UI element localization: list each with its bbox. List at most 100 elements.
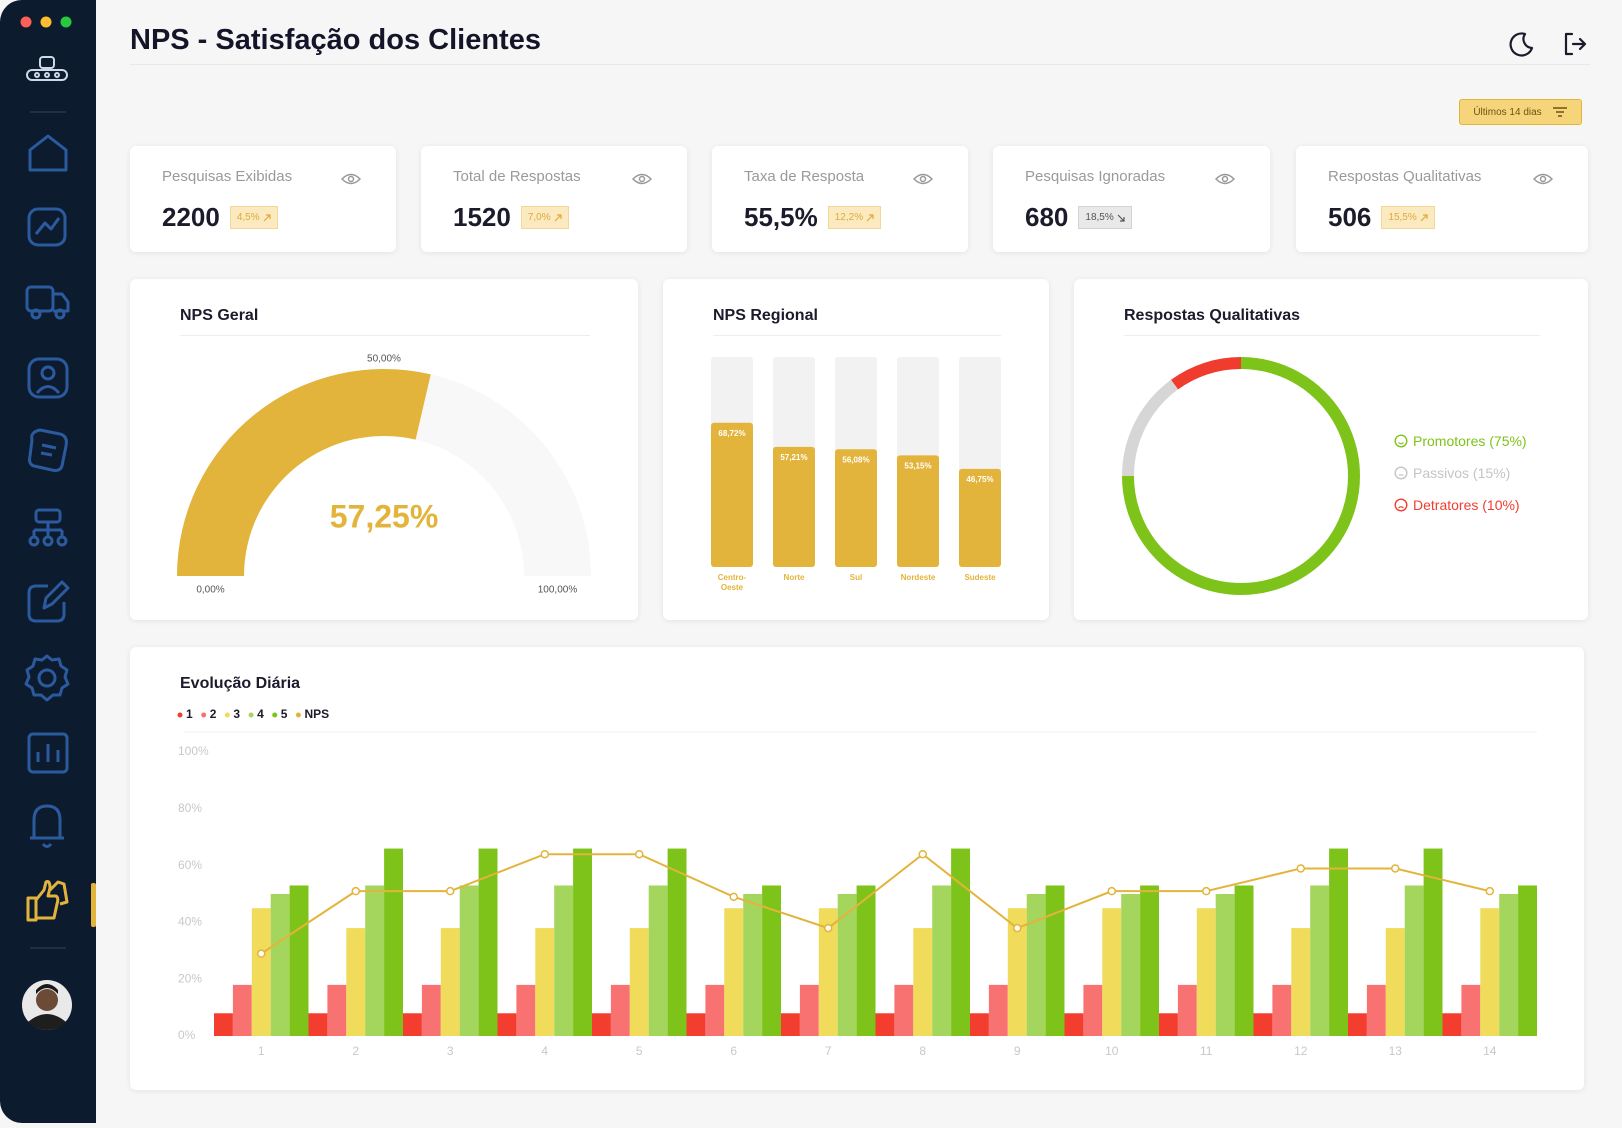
hierarchy-icon[interactable]	[28, 508, 68, 547]
bar	[1121, 894, 1141, 1036]
face	[1394, 498, 1408, 512]
legend-marker	[248, 712, 254, 718]
bar	[421, 984, 441, 1036]
title-divider	[713, 335, 1001, 336]
report-icon[interactable]	[27, 732, 69, 774]
view-icon[interactable]	[912, 172, 934, 186]
x-tick-label: Sul	[849, 573, 863, 582]
arrow	[263, 213, 271, 221]
bar	[478, 848, 498, 1036]
x-tick-label: Nordeste	[900, 573, 936, 582]
x-tick-label: Centro-Oeste	[717, 573, 747, 592]
kpi-change: 7,0%	[520, 206, 569, 229]
kpi-card: Pesquisas Ignoradas 680 18,5%	[993, 146, 1270, 252]
y-tick-label: 100%	[178, 744, 209, 758]
legend-icon	[1394, 434, 1408, 448]
view-icon[interactable]	[1214, 172, 1236, 186]
bar	[629, 928, 649, 1036]
window-maximize[interactable]	[60, 16, 72, 28]
x-tick-label: 6	[730, 1044, 737, 1058]
kpi-label: Pesquisas Exibidas	[162, 168, 293, 185]
eye-outline	[1214, 173, 1236, 185]
bar-card: NPS Regional 68,72% 57,21% 56,08% 53,15% 46,7…	[663, 279, 1049, 620]
bar	[232, 984, 252, 1036]
eye-outline	[912, 173, 934, 185]
logo	[26, 56, 68, 81]
delivery-icon[interactable]	[25, 285, 70, 320]
legend-item: Promotores (75%)	[1394, 433, 1527, 449]
bar	[1102, 908, 1122, 1036]
edit-icon[interactable]	[27, 580, 70, 623]
chart-title: NPS Geral	[180, 307, 259, 324]
legend-icon	[1394, 466, 1408, 480]
sidebar-icons	[20, 16, 96, 1030]
bar	[1499, 894, 1519, 1036]
eye-outline	[340, 173, 362, 185]
nps-icon[interactable]	[26, 880, 69, 922]
bar	[875, 1013, 895, 1036]
bar	[835, 449, 877, 567]
bar	[1404, 885, 1424, 1036]
bar	[346, 928, 366, 1036]
bar	[1461, 984, 1481, 1036]
kpi-label: Respostas Qualitativas	[1328, 168, 1482, 185]
nps-point	[1202, 886, 1211, 896]
bar	[497, 1013, 517, 1036]
bar	[403, 1013, 422, 1036]
x-tick-label: 3	[447, 1044, 454, 1058]
kpi-card: Respostas Qualitativas 506 15,5%	[1296, 146, 1588, 252]
window-minimize[interactable]	[40, 16, 52, 28]
bar	[308, 1013, 328, 1036]
donut-segment	[1122, 357, 1360, 595]
kpi-row: 1520 7,0%	[453, 202, 569, 233]
avatar[interactable]	[22, 980, 72, 1030]
legend-marker	[201, 712, 207, 718]
chat-icon[interactable]	[28, 428, 68, 472]
bar	[1442, 1013, 1462, 1036]
bar-chart: 68,72% 57,21% 56,08% 53,15% 46,75%	[711, 357, 1001, 567]
title-divider	[180, 335, 590, 336]
eye-pupil	[347, 175, 355, 183]
y-tick-label: 40%	[178, 915, 202, 929]
eye-pupil	[638, 175, 646, 183]
bar	[856, 885, 876, 1036]
kpi-value: 1520	[453, 202, 511, 232]
bar	[1159, 1013, 1178, 1036]
view-icon[interactable]	[631, 172, 653, 186]
legend-item: Passivos (15%)	[1394, 465, 1510, 481]
bar	[1291, 928, 1311, 1036]
logout-button[interactable]	[1561, 30, 1589, 58]
kpi-card: Total de Respostas 1520 7,0%	[421, 146, 687, 252]
theme-toggle[interactable]	[1508, 30, 1536, 58]
bar	[1366, 984, 1386, 1036]
kpi-value: 55,5%	[744, 202, 818, 232]
donut-segment	[1171, 357, 1242, 390]
mouth	[1398, 506, 1404, 509]
bar	[327, 984, 347, 1036]
user-icon[interactable]	[27, 357, 69, 399]
bar	[384, 848, 403, 1036]
date-filter[interactable]: Últimos 14 dias	[1459, 99, 1582, 125]
bar	[1253, 1013, 1273, 1036]
eye-pupil	[1539, 175, 1547, 183]
face	[1394, 466, 1408, 480]
settings-icon[interactable]	[24, 654, 70, 702]
bar	[951, 848, 970, 1036]
y-tick-label: 20%	[178, 971, 202, 985]
notification-icon[interactable]	[30, 804, 64, 848]
filter-icon	[1552, 107, 1567, 117]
bar	[711, 422, 753, 567]
window-close[interactable]	[20, 16, 32, 28]
analytics-icon[interactable]	[27, 207, 67, 247]
x-tick-label: 14	[1483, 1044, 1497, 1058]
bar	[610, 984, 630, 1036]
view-icon[interactable]	[1532, 172, 1554, 186]
trend-arrow	[554, 213, 562, 221]
trend-arrow	[1420, 213, 1428, 221]
bar	[459, 885, 479, 1036]
view-icon[interactable]	[340, 172, 362, 186]
home-icon[interactable]	[28, 134, 68, 172]
bar	[667, 848, 687, 1036]
y-tick-label: 80%	[178, 801, 202, 815]
